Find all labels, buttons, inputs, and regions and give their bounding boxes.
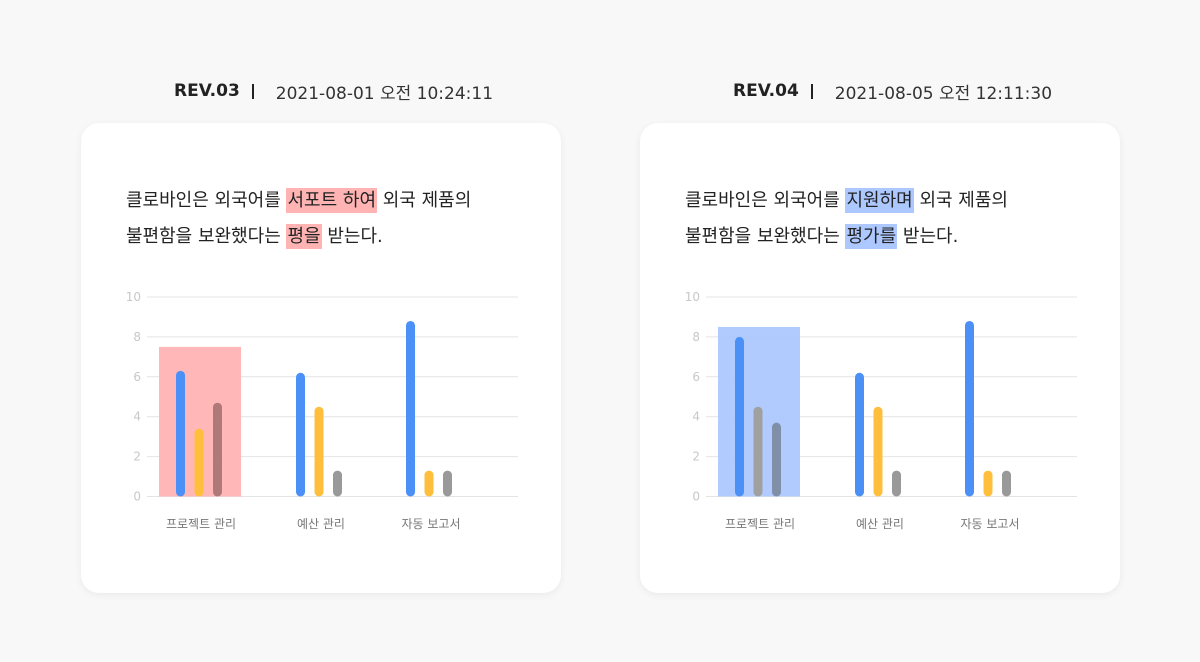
revision-header-right: REV.04 2021-08-05 오전 12:11:30 [733,80,1053,104]
sentence-text: 클로바인은 외국어를 [126,190,287,211]
highlighted-phrase: 지원하며 [845,188,914,213]
revision-timestamp: 2021-08-01 오전 10:24:11 [275,83,494,104]
sentence-text: 불편함을 보완했다는 [685,226,846,247]
bar [753,406,763,497]
sentence-text: 받는다. [321,226,383,247]
bar [443,470,452,497]
bar [983,470,993,497]
separator [251,83,254,99]
x-category-label: 프로젝트 관리 [725,517,795,531]
x-category-label: 자동 보고서 [960,517,1019,531]
y-tick-label: 8 [133,330,141,344]
y-tick-label: 4 [133,410,141,424]
x-category-label: 자동 보고서 [401,517,460,531]
bar [892,470,901,497]
sentence-text: 클로바인은 외국어를 [685,190,846,211]
bar [772,422,781,497]
highlighted-phrase: 평가를 [845,224,898,249]
bar-chart: 0 2 4 6 8 10 프로젝트 관리 예산 관리 자동 보고서 [685,290,1077,531]
y-tick-label: 0 [133,490,141,504]
revision-header-left: REV.03 2021-08-01 오전 10:24:11 [174,80,494,104]
x-category-label: 예산 관리 [297,517,345,531]
y-tick-label: 10 [126,290,141,304]
y-tick-label: 2 [692,450,700,464]
y-tick-label: 6 [692,370,700,384]
bar [194,428,204,497]
bar [965,320,974,497]
bar [333,470,342,497]
revision-sentence: 클로바인은 외국어를 지원하며 외국 제품의 불편함을 보완했다는 평가를 받는… [685,183,1105,255]
bar [314,406,324,497]
y-tick-label: 10 [685,290,700,304]
x-category-label: 프로젝트 관리 [166,517,236,531]
revision-card-left: 클로바인은 외국어를 서포트 하여 외국 제품의 불편함을 보완했다는 평을 받… [81,123,561,593]
revision-label: REV.04 [733,81,799,101]
revision-label: REV.03 [174,81,240,101]
revision-card-right: 클로바인은 외국어를 지원하며 외국 제품의 불편함을 보완했다는 평가를 받는… [640,123,1120,593]
bar [855,372,864,497]
sentence-text: 불편함을 보완했다는 [126,226,287,247]
y-tick-label: 8 [692,330,700,344]
bar [213,402,222,497]
bar [406,320,415,497]
y-tick-label: 4 [692,410,700,424]
bar [296,372,305,497]
sentence-text: 받는다. [897,226,959,247]
bar-chart: 0 2 4 6 8 10 프로젝트 관리 예산 관리 자동 보고서 [126,290,518,531]
revision-timestamp: 2021-08-05 오전 12:11:30 [834,83,1053,104]
bar [1002,470,1011,497]
bar [176,370,185,497]
revision-sentence: 클로바인은 외국어를 서포트 하여 외국 제품의 불편함을 보완했다는 평을 받… [126,183,546,255]
bar [873,406,883,497]
sentence-text: 외국 제품의 [377,190,472,211]
y-tick-label: 0 [692,490,700,504]
separator [810,83,813,99]
sentence-text: 외국 제품의 [913,190,1008,211]
highlighted-phrase: 서포트 하여 [286,188,378,213]
x-category-label: 예산 관리 [856,517,904,531]
y-tick-label: 6 [133,370,141,384]
highlighted-phrase: 평을 [286,224,322,249]
bar [735,336,744,497]
y-tick-label: 2 [133,450,141,464]
bar [424,470,434,497]
